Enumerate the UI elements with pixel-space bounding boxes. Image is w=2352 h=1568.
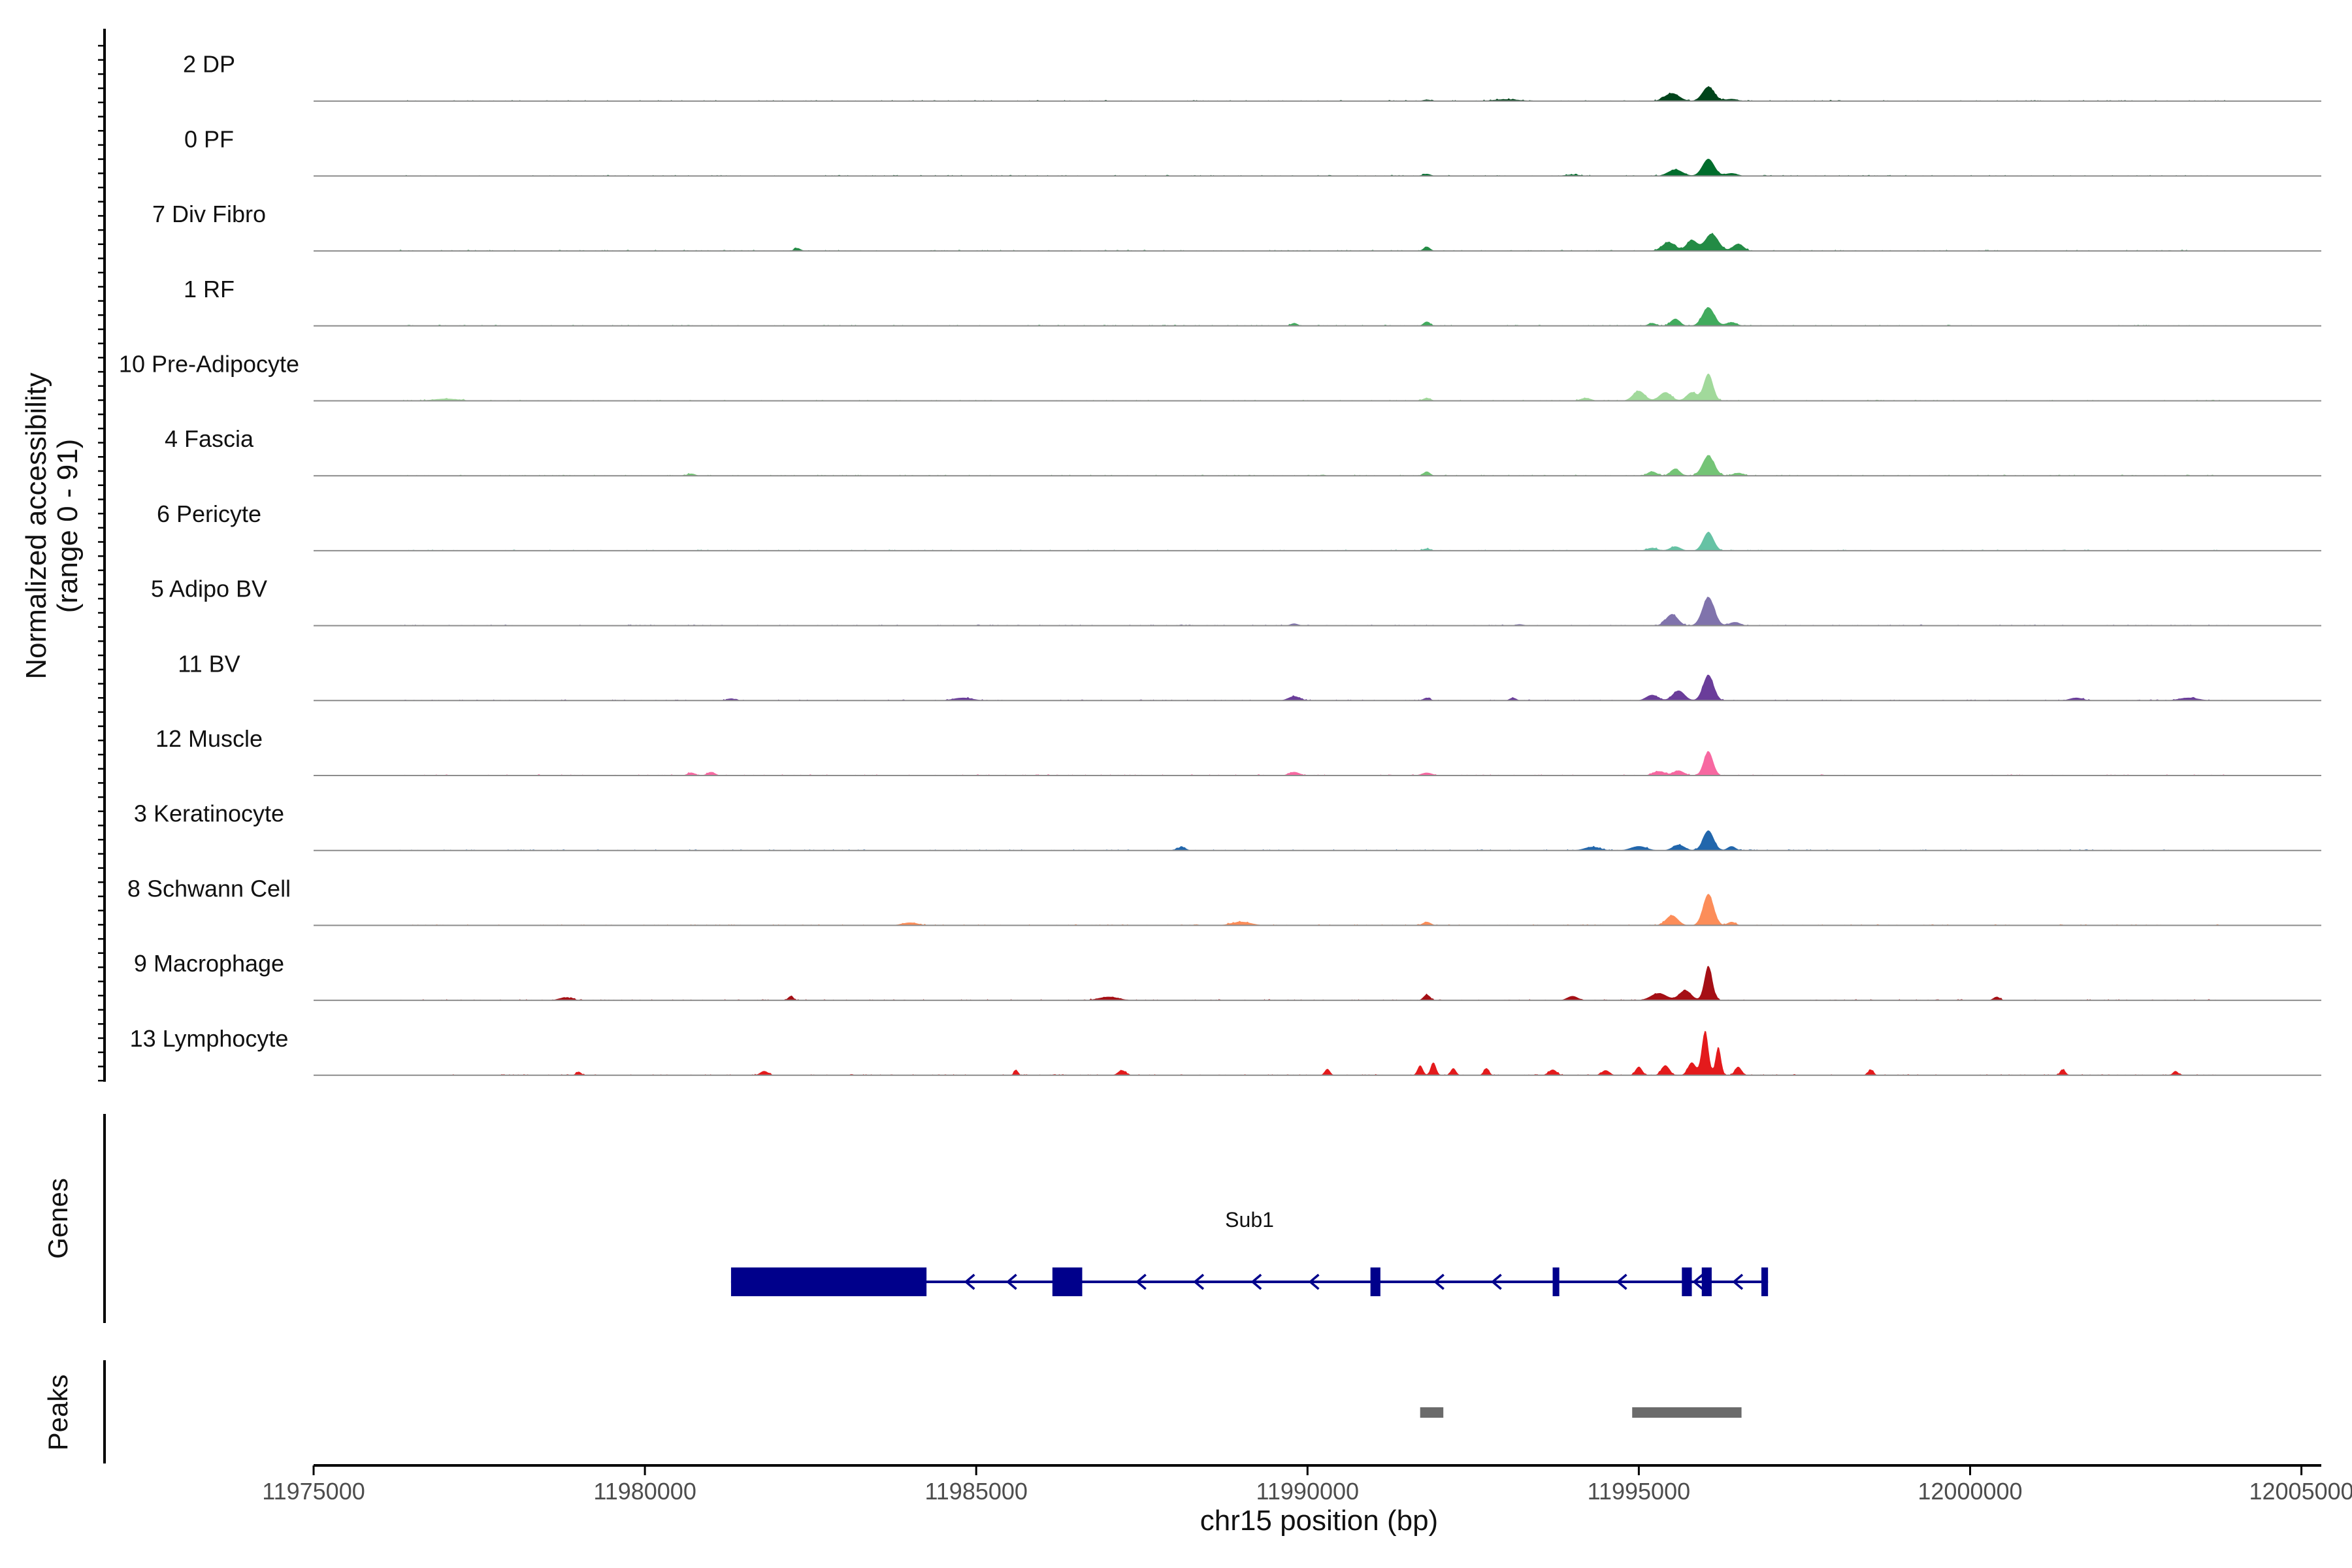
y-axis-title: Normalized accessibility (20, 372, 52, 679)
track-label: 5 Adipo BV (151, 576, 267, 602)
coverage-area (399, 455, 2229, 476)
track-7-div-fibro: 7 Div Fibro (152, 201, 2321, 252)
strand-arrow-icon (1732, 1273, 1744, 1290)
track-10-pre-adipocyte: 10 Pre-Adipocyte (119, 351, 2321, 402)
track-label: 3 Keratinocyte (134, 800, 284, 827)
coverage-area (399, 830, 2229, 851)
x-axis-title: chr15 position (bp) (1200, 1505, 1438, 1537)
track-label: 1 RF (184, 276, 235, 302)
coverage-area (399, 894, 2229, 926)
track-label: 8 Schwann Cell (127, 875, 291, 902)
coverage-area (399, 233, 2229, 252)
gene-exon (1552, 1267, 1560, 1296)
strand-arrow-icon (1135, 1273, 1147, 1290)
strand-arrow-icon (1308, 1273, 1320, 1290)
y-axis (98, 29, 106, 1082)
strand-arrow-icon (1490, 1273, 1502, 1290)
coverage-area (399, 1031, 2229, 1075)
track-0-pf: 0 PF (184, 125, 2321, 177)
track-2-dp: 2 DP (183, 51, 2321, 102)
gene-exon (1370, 1267, 1380, 1296)
track-3-keratinocyte: 3 Keratinocyte (134, 800, 2321, 851)
y-axis-range: (range 0 - 91) (52, 439, 84, 613)
x-tick-label: 11980000 (593, 1478, 696, 1505)
track-label: 11 BV (178, 650, 240, 677)
peak-region (1632, 1407, 1742, 1418)
track-13-lymphocyte: 13 Lymphocyte (130, 1025, 2321, 1076)
track-label: 6 Pericyte (157, 500, 261, 527)
track-label: 4 Fascia (165, 425, 254, 452)
track-8-schwann-cell: 8 Schwann Cell (127, 875, 2321, 926)
peaks-panel-label: Peaks (42, 1375, 73, 1451)
strand-arrow-icon (1005, 1273, 1017, 1290)
track-5-adipo-bv: 5 Adipo BV (151, 576, 2321, 627)
strand-arrow-icon (1433, 1273, 1445, 1290)
genes-panel-label: Genes (42, 1178, 73, 1259)
coverage-area (399, 307, 2229, 326)
gene-exon (730, 1267, 927, 1296)
strand-arrow-icon (1250, 1273, 1262, 1290)
x-tick-label: 11990000 (1256, 1478, 1360, 1505)
track-11-bv: 11 BV (178, 650, 2321, 702)
track-label: 0 PF (184, 125, 234, 152)
track-label: 9 Macrophage (134, 950, 284, 977)
genes-panel: Genes Sub1 (42, 1114, 1769, 1323)
track-1-rf: 1 RF (184, 276, 2321, 327)
gene-exon (1052, 1267, 1083, 1296)
x-tick-label: 11985000 (924, 1478, 1028, 1505)
track-9-macrophage: 9 Macrophage (134, 950, 2321, 1002)
coverage-area (399, 373, 2229, 401)
gene-exon (1682, 1267, 1692, 1296)
x-tick-label: 11995000 (1588, 1478, 1691, 1505)
gene-sub1: Sub1 (730, 1208, 1769, 1296)
coverage-area (399, 751, 2229, 776)
gene-exon (1761, 1267, 1769, 1296)
coverage-tracks: 2 DP 0 PF 7 Div Fibro 1 RF 10 Pre-Adipocyte 4… (119, 51, 2321, 1076)
gene-exon (1701, 1267, 1712, 1296)
track-label: 10 Pre-Adipocyte (119, 351, 299, 378)
track-6-pericyte: 6 Pericyte (157, 500, 2321, 551)
track-label: 2 DP (183, 51, 235, 78)
track-label: 7 Div Fibro (152, 201, 266, 227)
x-axis: 11975000 11980000 11985000 11990000 11995000… (262, 1464, 2352, 1505)
coverage-area (399, 966, 2229, 1001)
coverage-area (399, 596, 2229, 626)
strand-arrow-icon (964, 1273, 975, 1290)
peaks-panel: Peaks (42, 1360, 1742, 1463)
track-label: 12 Muscle (155, 725, 263, 752)
strand-arrow-icon (1616, 1273, 1627, 1290)
x-tick-label: 12005000 (2249, 1478, 2352, 1505)
coverage-area (399, 674, 2229, 701)
peak-region (1420, 1407, 1444, 1418)
strand-arrow-icon (1692, 1273, 1704, 1290)
track-label: 13 Lymphocyte (130, 1025, 289, 1052)
strand-arrow-icon (1193, 1273, 1205, 1290)
x-tick-label: 12000000 (1918, 1478, 2022, 1505)
coverage-area (399, 531, 2229, 551)
coverage-area (399, 86, 2229, 101)
gene-name-label: Sub1 (1225, 1208, 1274, 1232)
track-4-fascia: 4 Fascia (165, 425, 2321, 477)
x-tick-label: 11975000 (262, 1478, 365, 1505)
coverage-area (399, 159, 2229, 176)
track-12-muscle: 12 Muscle (155, 725, 2321, 776)
